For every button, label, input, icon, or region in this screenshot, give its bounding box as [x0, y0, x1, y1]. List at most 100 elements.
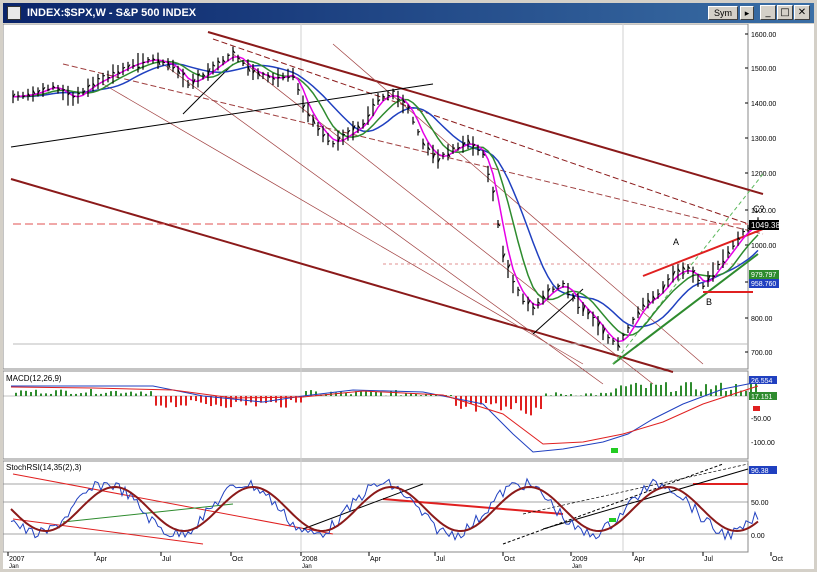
macd-hist-bar	[200, 396, 202, 403]
time-label: Apr	[370, 556, 382, 563]
macd-hist-bar	[35, 390, 37, 396]
macd-hist-bar	[680, 386, 682, 396]
price-ytick: 1000.00	[751, 243, 776, 250]
price-bar-close	[58, 89, 60, 90]
macd-hist-bar	[75, 394, 77, 396]
macd-hist-bar	[185, 396, 187, 406]
macd-hist-bar	[150, 391, 152, 396]
macd-hist-bar	[525, 396, 527, 414]
stoch-value: 96.38	[751, 468, 769, 475]
macd-hist-bar	[620, 385, 622, 396]
macd-hist-bar	[240, 396, 242, 401]
price-bar-close	[593, 317, 595, 318]
macd-hist-bar	[635, 383, 637, 396]
macd-hist-bar	[715, 385, 717, 396]
macd-hist-bar	[190, 396, 192, 400]
macd-hist-bar	[210, 396, 212, 406]
time-label: Apr	[634, 556, 646, 563]
time-label: Jul	[436, 556, 445, 563]
symbol-button[interactable]: Sym	[708, 6, 738, 20]
macd-hist-bar	[180, 396, 182, 405]
macd-hist-bar	[60, 390, 62, 396]
macd-hist-bar	[85, 393, 87, 396]
macd-hist-bar	[450, 395, 452, 396]
macd-hist-bar	[460, 396, 462, 409]
macd-hist-bar	[195, 396, 197, 401]
price-ytick: 1400.00	[751, 101, 776, 108]
macd-hist-bar	[380, 392, 382, 396]
macd-marker-red	[753, 406, 760, 411]
macd-value-2: 17.151	[751, 394, 773, 401]
macd-hist-bar	[570, 394, 572, 396]
macd-ytick-100: -100.00	[751, 440, 775, 447]
macd-hist-bar	[555, 392, 557, 396]
macd-hist-bar	[745, 391, 747, 396]
macd-hist-bar	[365, 391, 367, 396]
price-bar-close	[413, 122, 415, 123]
macd-hist-bar	[400, 395, 402, 396]
title-bar[interactable]: INDEX:$SPX,W - S&P 500 INDEX Sym ▸ _ □ ✕	[3, 3, 814, 23]
macd-hist-bar	[110, 391, 112, 396]
macd-hist-bar	[550, 395, 552, 396]
close-icon[interactable]: ✕	[794, 5, 810, 20]
macd-hist-bar	[700, 391, 702, 396]
macd-ytick-50: -50.00	[751, 416, 771, 423]
stoch-title: StochRSI(14,35(2),3)	[6, 463, 82, 472]
time-label: 2009	[572, 556, 588, 563]
macd-hist-bar	[545, 393, 547, 396]
time-sublabel: Jan	[572, 564, 582, 569]
minimize-icon[interactable]: _	[760, 5, 776, 20]
macd-hist-bar	[560, 394, 562, 396]
macd-hist-bar	[135, 394, 137, 396]
macd-hist-bar	[725, 391, 727, 396]
macd-hist-bar	[565, 395, 567, 396]
macd-hist-bar	[505, 396, 507, 407]
time-label: Oct	[772, 556, 783, 563]
macd-hist-bar	[650, 383, 652, 396]
macd-hist-bar	[710, 389, 712, 396]
price-ytick: 1200.00	[751, 171, 776, 178]
stoch-ytick-0: 0.00	[751, 533, 765, 540]
price-bar-close	[263, 74, 265, 75]
macd-hist-bar	[530, 396, 532, 415]
macd-hist-bar	[645, 388, 647, 396]
macd-hist-bar	[370, 392, 372, 396]
macd-hist-bar	[520, 396, 522, 410]
macd-hist-bar	[165, 396, 167, 408]
macd-hist-bar	[250, 396, 252, 402]
macd-hist-bar	[605, 393, 607, 396]
macd-hist-bar	[20, 390, 22, 396]
macd-hist-bar	[420, 395, 422, 396]
price-bar-close	[133, 66, 135, 67]
macd-hist-bar	[170, 396, 172, 402]
macd-hist-bar	[535, 396, 537, 408]
macd-value-1: 26.554	[751, 378, 773, 385]
price-ytick: 700.00	[751, 350, 773, 357]
ma-green-label: 979.797	[751, 272, 776, 279]
macd-title: MACD(12,26,9)	[6, 374, 62, 383]
macd-hist-bar	[360, 391, 362, 396]
price-y-axis: 1600.001500.001400.001300.001200.001100.…	[745, 32, 776, 357]
stoch-ytick-50: 50.00	[751, 500, 769, 507]
macd-hist-bar	[40, 394, 42, 396]
macd-hist-bar	[375, 392, 377, 396]
macd-hist-bar	[80, 393, 82, 396]
macd-hist-bar	[670, 392, 672, 396]
macd-hist-bar	[510, 396, 512, 409]
macd-hist-bar	[615, 388, 617, 396]
macd-hist-bar	[660, 385, 662, 396]
maximize-icon[interactable]: □	[777, 5, 793, 20]
price-ytick: 1500.00	[751, 66, 776, 73]
macd-hist-bar	[70, 394, 72, 396]
macd-hist-bar	[610, 393, 612, 396]
macd-hist-bar	[45, 393, 47, 396]
macd-hist-bar	[25, 391, 27, 396]
annotation-b: B	[706, 297, 712, 307]
expand-icon[interactable]: ▸	[740, 6, 754, 20]
macd-hist-bar	[675, 391, 677, 396]
last-price-label: 1049.38	[751, 221, 780, 230]
price-bar-close	[563, 283, 565, 284]
